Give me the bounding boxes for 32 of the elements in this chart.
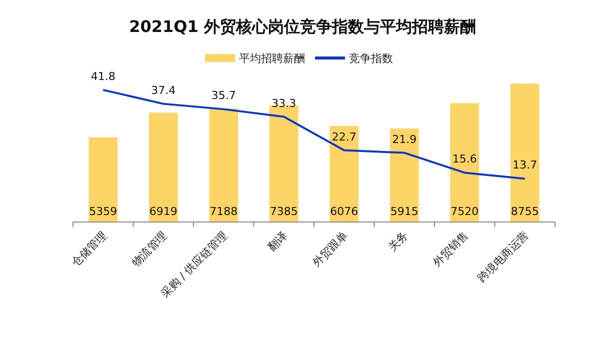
legend-label: 竞争指数	[349, 52, 393, 65]
data-label: 8755	[510, 205, 539, 218]
bar	[330, 126, 359, 222]
data-label: 6919	[149, 205, 178, 218]
data-label: 35.7	[211, 89, 236, 102]
bar	[450, 103, 480, 222]
x-tick-label: 外贸跟单	[310, 228, 350, 270]
data-label: 37.4	[151, 84, 176, 97]
data-label: 7385	[270, 205, 298, 218]
data-label: 5915	[390, 205, 418, 218]
bar	[88, 137, 118, 222]
bar	[209, 108, 238, 222]
data-label: 22.7	[332, 130, 356, 144]
chart-title: 2021Q1 外贸核心岗位竞争指数与平均招聘薪酬	[129, 17, 476, 36]
data-label: 15.6	[452, 152, 477, 166]
data-label: 6076	[330, 205, 358, 218]
data-label: 21.9	[392, 132, 417, 146]
x-tick-label: 外贸销售	[430, 228, 471, 270]
data-label: 5359	[89, 205, 118, 218]
x-tick-label: 跨境电商运营	[475, 228, 531, 285]
x-tick-label: 仓储管理	[68, 228, 110, 270]
data-label: 7520	[450, 205, 479, 218]
x-tick-label: 翻译	[265, 228, 290, 254]
bar	[148, 112, 178, 222]
bar	[390, 128, 419, 222]
legend-label: 平均招聘薪酬	[239, 52, 305, 65]
data-label: 41.8	[90, 70, 116, 83]
x-tick-label: 关务	[386, 228, 410, 254]
bar	[510, 84, 540, 222]
data-label: 13.7	[512, 158, 538, 172]
data-label: 7188	[210, 205, 238, 218]
x-tick-label: 物流管理	[129, 228, 170, 270]
